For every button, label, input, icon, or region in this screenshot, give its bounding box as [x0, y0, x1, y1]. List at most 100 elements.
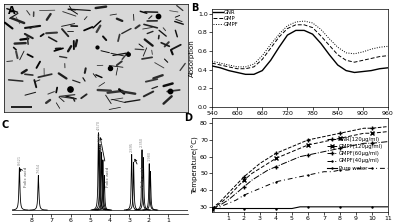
GMP [310, 26, 315, 29]
Pure water [266, 207, 270, 210]
GMPF(60μg/ml) [314, 152, 318, 155]
GNR [386, 66, 390, 69]
GMPF(60μg/ml) [242, 186, 246, 188]
GMPF [302, 20, 306, 22]
GMPF(60μg/ml) [386, 140, 390, 143]
GNR(120μg/ml) [210, 207, 214, 210]
GMPF [386, 45, 390, 48]
GMPF(120μg/ml) [234, 187, 238, 190]
GMPF(60μg/ml) [226, 199, 230, 202]
Legend: GNR, GMP, GMPF: GNR, GMP, GMPF [213, 10, 239, 27]
GMPF(120μg/ml) [218, 202, 222, 205]
GMPF(40μg/ml) [274, 180, 278, 183]
Line: GNR(120μg/ml): GNR(120μg/ml) [210, 125, 390, 210]
Text: B: B [191, 3, 198, 13]
GMPF(40μg/ml) [210, 207, 214, 210]
Text: Folic acid: Folic acid [100, 138, 110, 187]
GMPF(60μg/ml) [322, 150, 326, 153]
Text: A: A [8, 6, 15, 16]
Text: 7.654: 7.654 [36, 163, 40, 173]
GMPF(40μg/ml) [218, 206, 222, 208]
Text: 8.621: 8.621 [18, 155, 22, 165]
GNR(120μg/ml) [370, 127, 374, 130]
GNR [268, 59, 273, 62]
GMPF [310, 22, 315, 24]
Line: GMPF(40μg/ml): GMPF(40μg/ml) [211, 167, 389, 210]
GMPF(40μg/ml) [314, 172, 318, 175]
GMPF(40μg/ml) [338, 169, 342, 171]
GMPF(40μg/ml) [290, 177, 294, 180]
Line: GNR: GNR [212, 30, 388, 74]
GMPF(40μg/ml) [282, 179, 286, 182]
GNR [352, 71, 357, 74]
GMPF [268, 43, 273, 46]
GMP [377, 55, 382, 58]
GMP [235, 67, 240, 70]
GNR(120μg/ml) [298, 142, 302, 145]
GMPF(40μg/ml) [330, 170, 334, 173]
Text: 2.350: 2.350 [140, 137, 144, 147]
Pure water [298, 206, 302, 208]
GMPF(120μg/ml) [250, 172, 254, 175]
GMPF [235, 66, 240, 68]
GMPF(60μg/ml) [306, 154, 310, 156]
GMPF(40μg/ml) [386, 167, 390, 170]
GMP [260, 58, 265, 61]
GNR [210, 65, 214, 67]
Legend: GNR(120μg/ml), GMPF(120μg/ml), GMPF(60μg/ml), GMPF(40μg/ml), Pure water: GNR(120μg/ml), GMPF(120μg/ml), GMPF(60μg… [325, 135, 385, 173]
Pure water [218, 207, 222, 210]
GMPF(40μg/ml) [346, 169, 350, 171]
GNR [360, 70, 365, 73]
Text: 4.570: 4.570 [97, 120, 101, 130]
GMP [210, 62, 214, 64]
GMP [302, 23, 306, 26]
GNR(120μg/ml) [330, 134, 334, 136]
GMPF [294, 21, 298, 23]
GMPF(120μg/ml) [274, 157, 278, 160]
GMPF(40μg/ml) [306, 174, 310, 176]
Pure water [226, 207, 230, 210]
Text: 4.412: 4.412 [100, 140, 104, 150]
GMPF(40μg/ml) [362, 167, 366, 170]
GMP [369, 57, 374, 60]
GMPF(120μg/ml) [338, 137, 342, 140]
Pure water [314, 206, 318, 208]
GNR(120μg/ml) [322, 135, 326, 138]
Pure water [250, 207, 254, 210]
GMP [285, 27, 290, 30]
Text: Folic acid: Folic acid [135, 159, 145, 187]
GMPF(120μg/ml) [298, 147, 302, 150]
Pure water [370, 206, 374, 208]
GNR [318, 42, 323, 45]
GMPF(60μg/ml) [354, 144, 358, 146]
Line: GMP: GMP [212, 25, 388, 69]
GNR [377, 67, 382, 70]
GMP [335, 53, 340, 56]
GNR(120μg/ml) [290, 145, 294, 148]
Pure water [362, 206, 366, 208]
GMPF(120μg/ml) [226, 195, 230, 198]
GMPF(60μg/ml) [210, 207, 214, 210]
GNR [218, 66, 223, 69]
GMPF(60μg/ml) [346, 145, 350, 148]
GMPF [252, 63, 256, 65]
GMP [327, 44, 332, 47]
GNR(120μg/ml) [218, 200, 222, 203]
GMP [226, 66, 231, 68]
Pure water [234, 207, 238, 210]
X-axis label: wavelength(nm): wavelength(nm) [271, 118, 329, 124]
GMP [294, 23, 298, 26]
GNR(120μg/ml) [266, 157, 270, 160]
GMPF(40μg/ml) [250, 190, 254, 193]
GMPF(120μg/ml) [242, 179, 246, 182]
GMPF(40μg/ml) [234, 199, 238, 202]
GNR [243, 73, 248, 76]
GNR(120μg/ml) [346, 130, 350, 133]
GMPF(60μg/ml) [282, 162, 286, 165]
GNR [294, 29, 298, 32]
GMPF(120μg/ml) [314, 142, 318, 145]
Pure water [346, 206, 350, 208]
GNR [310, 33, 315, 35]
GNR [277, 46, 282, 49]
GMPF [377, 46, 382, 49]
